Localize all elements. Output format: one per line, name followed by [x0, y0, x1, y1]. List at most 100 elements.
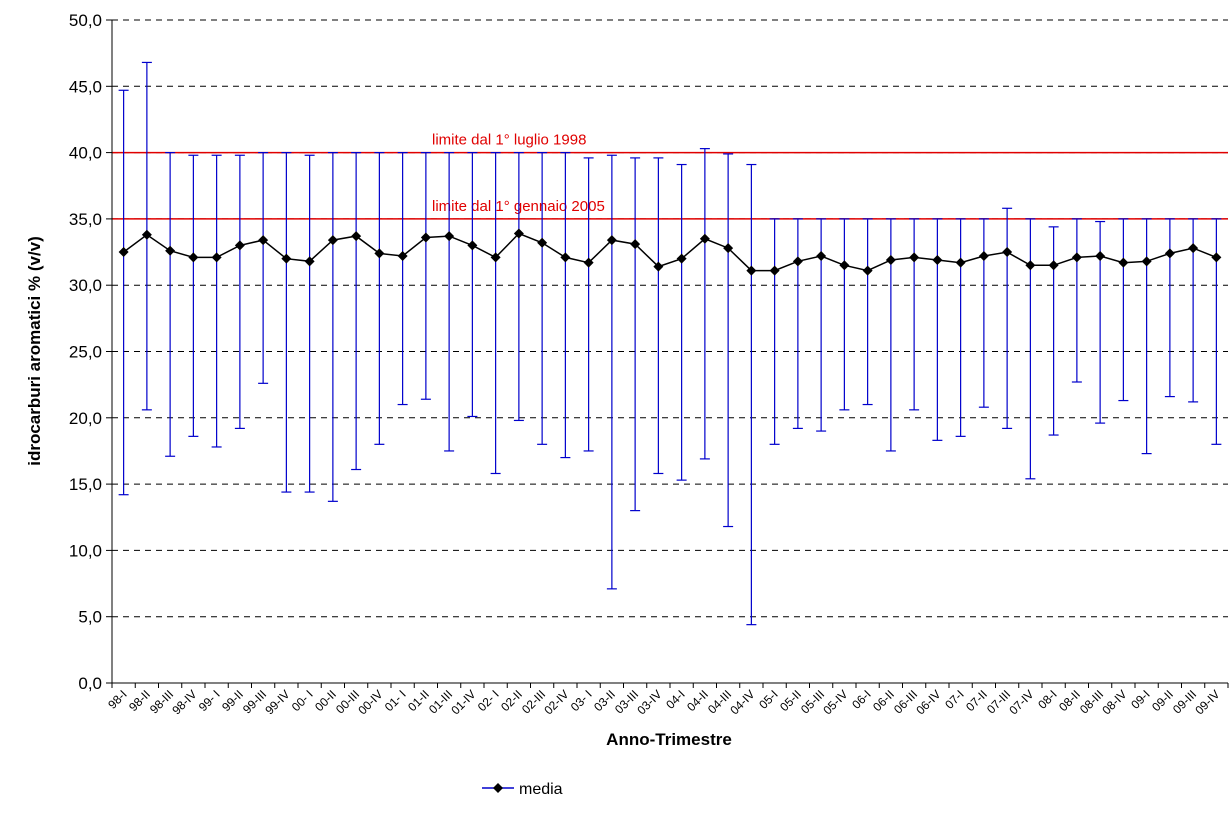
data-point: [118, 247, 129, 258]
data-point: [560, 252, 571, 263]
data-point: [699, 233, 710, 244]
data-point: [723, 243, 734, 254]
legend-label-media: media: [519, 781, 563, 798]
y-tick-label: 30,0: [69, 276, 102, 295]
data-point: [630, 239, 641, 250]
x-tick-label: 08-III: [1077, 687, 1106, 716]
x-tick-label: 03-II: [591, 687, 618, 714]
data-point: [792, 256, 803, 267]
x-tick-label: 07-IV: [1006, 687, 1036, 717]
data-point: [816, 251, 827, 262]
x-tick-label: 05-I: [756, 687, 781, 712]
y-tick-label: 45,0: [69, 77, 102, 96]
x-tick-label: 98-I: [105, 687, 130, 712]
reference-line-label: limite dal 1° luglio 1998: [432, 132, 586, 149]
x-tick-label: 08-I: [1035, 687, 1060, 712]
data-point: [444, 231, 455, 242]
x-tick-label: 99-II: [219, 687, 246, 714]
data-point: [1095, 251, 1106, 262]
x-tick-label: 01- I: [382, 687, 409, 714]
data-point: [141, 229, 152, 240]
x-tick-label: 01-III: [426, 687, 455, 716]
data-point: [397, 251, 408, 262]
data-point: [1071, 252, 1082, 263]
x-tick-label: 07-III: [984, 687, 1013, 716]
x-tick-label: 99-IV: [262, 687, 292, 717]
data-point: [351, 231, 362, 242]
x-tick-label: 02-III: [519, 687, 548, 716]
data-point: [583, 257, 594, 268]
y-tick-label: 25,0: [69, 343, 102, 362]
x-tick-label: 09-III: [1170, 687, 1199, 716]
data-point: [1002, 247, 1013, 258]
x-tick-label: 05-IV: [820, 687, 850, 717]
y-tick-label: 50,0: [69, 11, 102, 30]
x-tick-label: 01-II: [405, 687, 432, 714]
y-tick-label: 0,0: [78, 674, 102, 693]
data-point: [653, 261, 664, 272]
y-tick-labels: 0,0 5,0 10,0 15,0 20,0 25,0 30,0 35,0 40,0 45,0 50…: [69, 11, 102, 693]
x-tick-label: 09-I: [1128, 687, 1153, 712]
data-point: [234, 240, 245, 251]
data-point: [327, 235, 338, 246]
x-tick-label: 08-II: [1056, 687, 1083, 714]
y-tick-label: 35,0: [69, 210, 102, 229]
x-tick-label: 06-I: [849, 687, 874, 712]
data-point: [258, 235, 269, 246]
legend-marker: [493, 783, 503, 793]
data-point: [839, 260, 850, 271]
data-point: [606, 235, 617, 246]
data-point: [490, 252, 501, 263]
data-point: [862, 265, 873, 276]
x-tick-label: 06-IV: [913, 687, 943, 717]
data-point: [1188, 243, 1199, 254]
data-point: [1048, 260, 1059, 271]
data-point: [1164, 248, 1175, 259]
x-tick-label: 02-IV: [541, 687, 571, 717]
x-tick-label: 04-I: [663, 687, 688, 712]
x-tick-label: 04-II: [684, 687, 711, 714]
legend: media: [482, 781, 563, 798]
data-point: [769, 265, 780, 276]
data-point: [165, 245, 176, 256]
x-tick-label: 03-III: [612, 687, 641, 716]
x-tick-label: 98-IV: [169, 687, 199, 717]
data-point: [978, 251, 989, 262]
y-tick-label: 20,0: [69, 409, 102, 428]
data-point: [374, 248, 385, 259]
x-tick-label: 98-III: [147, 687, 176, 716]
data-point: [304, 256, 315, 267]
y-tick-label: 5,0: [78, 608, 102, 627]
x-tick-label: 06-III: [891, 687, 920, 716]
x-tick-label: 07-I: [942, 687, 967, 712]
x-tick-label: 04-IV: [727, 687, 757, 717]
x-tick-label: 09-II: [1149, 687, 1176, 714]
x-tick-label: 04-III: [705, 687, 734, 716]
x-tick-label: 09-IV: [1192, 687, 1222, 717]
data-point: [1211, 252, 1222, 263]
data-point: [420, 232, 431, 243]
x-tick-label: 07-II: [963, 687, 990, 714]
x-tick-label: 00- I: [289, 687, 316, 714]
x-tick-label: 03-IV: [634, 687, 664, 717]
error-bars: [118, 61, 1222, 626]
data-point: [188, 252, 199, 263]
series-media: [118, 228, 1222, 276]
x-tick-label: 02- I: [475, 687, 502, 714]
x-tick-label: 99- I: [196, 687, 223, 714]
x-tick-label: 00-III: [333, 687, 362, 716]
data-point: [513, 228, 524, 239]
y-tick-label: 15,0: [69, 475, 102, 494]
y-tick-label: 10,0: [69, 541, 102, 560]
data-point: [955, 257, 966, 268]
gridlines: [112, 19, 1228, 618]
data-point: [909, 252, 920, 263]
data-point: [281, 253, 292, 264]
x-tick-label: 02-II: [498, 687, 525, 714]
x-tick-label: 98-II: [126, 687, 153, 714]
x-tick-label: 99-III: [240, 687, 269, 716]
data-point: [467, 240, 478, 251]
